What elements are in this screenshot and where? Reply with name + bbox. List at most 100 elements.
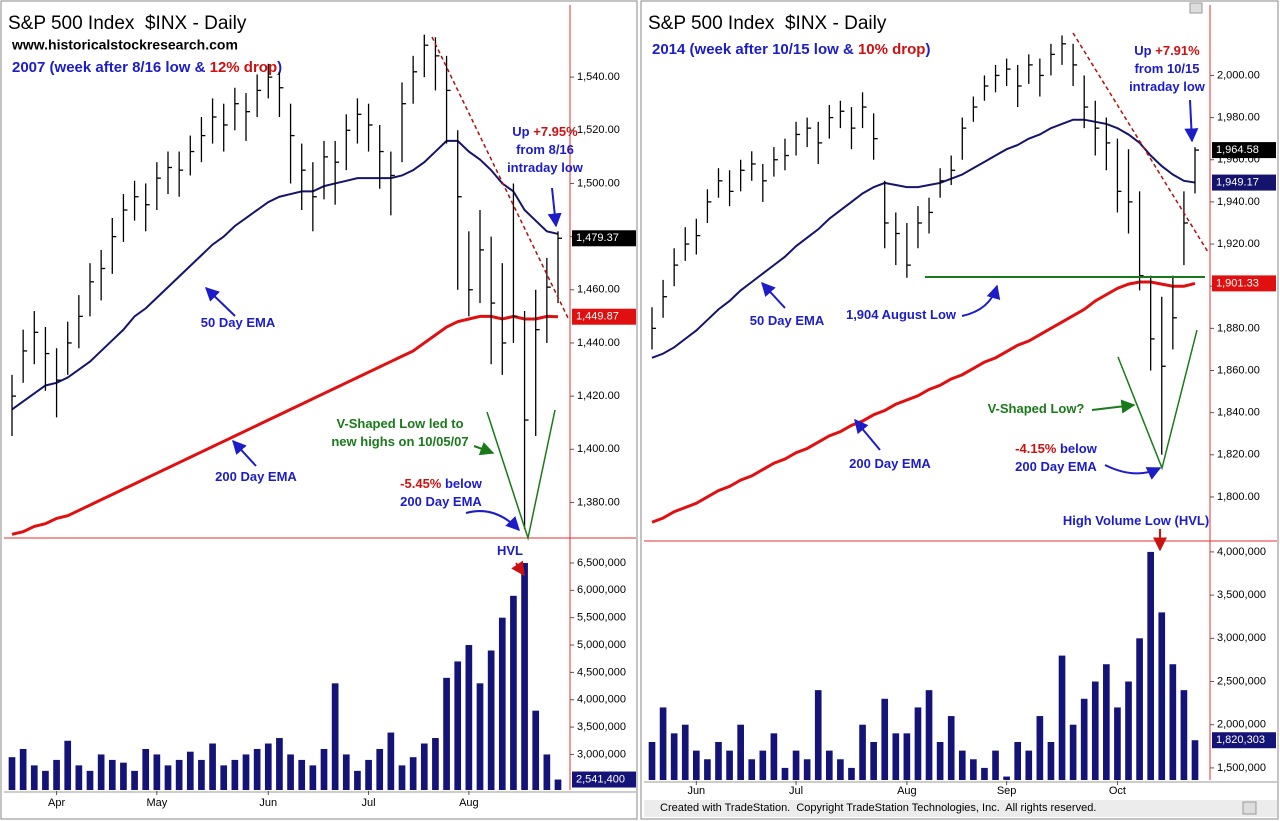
volume-tick-label: 3,500,000 <box>1217 589 1266 601</box>
volume-bar <box>803 759 811 780</box>
trend-line <box>431 36 569 319</box>
volume-bar <box>970 759 977 780</box>
subtitle-part: ) <box>277 59 282 76</box>
y-tick-label: 1,800.00 <box>1217 491 1260 503</box>
footer-bar <box>644 800 1277 817</box>
v-shape <box>1117 329 1198 471</box>
volume-bar <box>287 754 294 790</box>
volume-bar <box>770 733 778 780</box>
volume-bar <box>253 748 261 790</box>
volume-bar <box>476 683 484 790</box>
annotation: Up +7.95% <box>512 124 578 139</box>
subtitle-part: ) <box>925 41 930 58</box>
volume-bar <box>153 754 161 790</box>
y-tick-label: 1,460.00 <box>577 284 620 296</box>
volume-bar <box>1025 750 1033 780</box>
annotation: from 10/15 <box>1134 61 1199 76</box>
volume-bar <box>354 770 361 790</box>
arrow <box>1104 464 1162 480</box>
volume-tick-label: 3,000,000 <box>1217 632 1266 644</box>
volume-bar <box>97 754 105 790</box>
subtitle-part: 2007 (week after 8/16 low & <box>12 59 210 76</box>
volume-bar <box>331 683 339 790</box>
scroll-button[interactable] <box>1242 801 1257 815</box>
volume-bar <box>1091 681 1099 780</box>
volume-bar <box>19 748 27 790</box>
volume-bar <box>981 767 988 780</box>
volume-bar <box>231 759 239 790</box>
y-tick-label: 1,980.00 <box>1217 111 1260 123</box>
volume-bar <box>487 650 495 790</box>
annotation-part: -4.15% <box>1015 441 1057 456</box>
volume-bar <box>1158 612 1166 780</box>
value-box-label: 1,964.58 <box>1216 144 1259 156</box>
volume-bar <box>992 750 999 780</box>
volume-bar <box>1114 707 1121 780</box>
annotation: 1,904 August Low <box>846 307 957 322</box>
chart-title: S&P 500 Index $INX - Daily <box>648 13 887 34</box>
volume-bar <box>164 765 172 790</box>
value-box-label: 1,449.87 <box>576 311 619 323</box>
arrow <box>961 284 1001 317</box>
volume-bar <box>309 765 317 790</box>
website: www.historicalstockresearch.com <box>11 37 238 53</box>
value-box <box>572 308 636 325</box>
volume-bar <box>1047 741 1055 780</box>
annotation-part: +7.91% <box>1155 43 1200 58</box>
volume-bar <box>837 759 844 780</box>
annotation-part: 200 Day EMA <box>849 456 931 471</box>
x-tick-label: Jul <box>789 785 803 797</box>
volume-tick-label: 2,500,000 <box>1217 675 1266 687</box>
annotation-part: from 8/16 <box>516 142 574 157</box>
value-box <box>572 771 636 788</box>
window-button[interactable] <box>1189 2 1203 14</box>
volume-bar <box>498 617 506 790</box>
volume-bar <box>704 759 711 780</box>
volume-bar <box>543 754 551 790</box>
volume-bar <box>86 770 94 790</box>
y-tick-label: 1,440.00 <box>577 337 620 349</box>
volume-bar <box>870 741 877 780</box>
volume-bar <box>1080 698 1088 780</box>
volume-bar <box>737 724 744 780</box>
annotation-part: below <box>1056 441 1097 456</box>
annotation: Up +7.91% <box>1134 43 1200 58</box>
y-tick-label: 1,860.00 <box>1217 364 1260 376</box>
volume-bar <box>320 748 328 790</box>
volume-bar <box>1125 681 1132 780</box>
volume-bar <box>825 750 833 780</box>
y-tick-label: 1,400.00 <box>577 443 620 455</box>
volume-bar <box>131 770 138 790</box>
volume-bar <box>64 740 72 790</box>
annotation-part: +7.95% <box>533 124 578 139</box>
volume-bar <box>342 754 350 790</box>
annotation-part: High Volume Low (HVL) <box>1063 513 1209 528</box>
annotation-part: HVL <box>497 543 523 558</box>
value-box <box>1212 275 1276 292</box>
value-box <box>1212 174 1276 191</box>
volume-bar <box>175 759 183 790</box>
annotation: 200 Day EMA <box>400 494 482 509</box>
volume-tick-label: 2,000,000 <box>1217 719 1266 731</box>
subtitle-part: 10% drop <box>858 41 926 58</box>
volume-bar <box>947 716 955 780</box>
annotation-part: from 10/15 <box>1134 61 1199 76</box>
subtitle: 2007 (week after 8/16 low & 12% drop) <box>12 59 282 76</box>
x-tick-label: Sep <box>997 785 1017 797</box>
volume-bar <box>648 741 656 780</box>
value-box-label: 1,479.37 <box>576 232 619 244</box>
subtitle-part: 12% drop <box>210 59 278 76</box>
volume-bar <box>792 750 800 780</box>
volume-bar <box>365 759 372 790</box>
trend-line <box>1072 32 1209 253</box>
ema50-line <box>11 139 559 411</box>
arrow <box>511 560 525 577</box>
y-tick-label: 1,880.00 <box>1217 322 1260 334</box>
volume-tick-label: 3,000,000 <box>577 748 626 760</box>
volume-bar <box>532 710 540 790</box>
volume-tick-label: 4,000,000 <box>577 694 626 706</box>
volume-bar <box>209 743 216 790</box>
x-tick-label: Jun <box>259 797 277 809</box>
ema50-line <box>651 118 1196 359</box>
volume-bar <box>521 562 528 790</box>
